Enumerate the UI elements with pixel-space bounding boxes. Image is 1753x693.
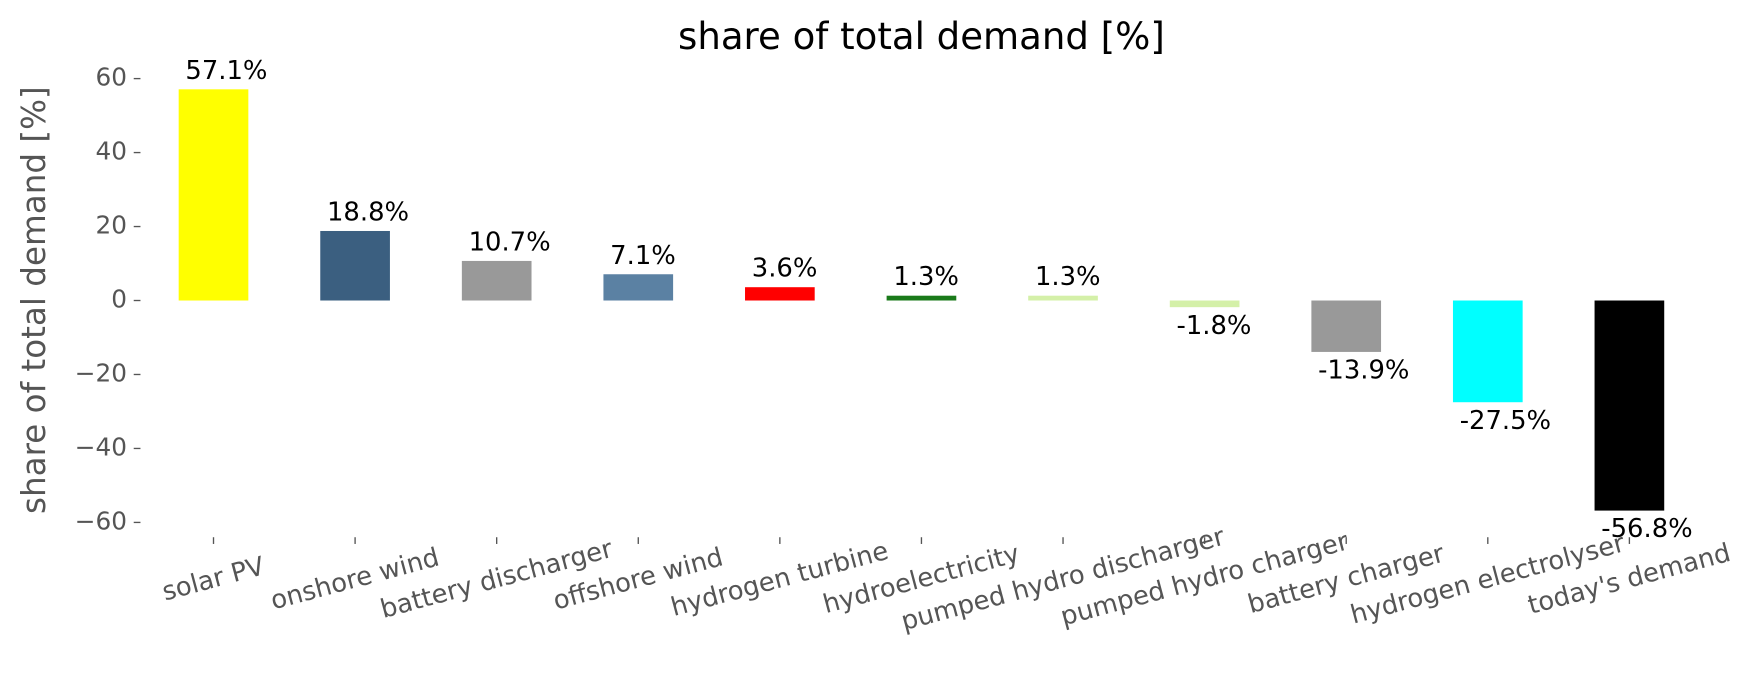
value-label: -1.8% <box>1177 311 1252 341</box>
value-label: -13.9% <box>1318 356 1409 386</box>
bar <box>1169 300 1240 308</box>
value-label: 18.8% <box>327 197 409 227</box>
bar <box>461 260 532 301</box>
bar <box>745 287 815 301</box>
bar <box>1452 300 1523 403</box>
value-label: -27.5% <box>1460 406 1551 436</box>
value-label: -56.8% <box>1601 514 1692 544</box>
bar <box>1594 300 1665 511</box>
y-tick-label: 0 <box>111 285 127 314</box>
x-tick-label: solar PV <box>159 551 268 607</box>
y-tick-label: 20 <box>96 211 127 240</box>
chart-title: share of total demand [%] <box>678 15 1165 58</box>
value-label: 1.3% <box>1035 262 1101 292</box>
y-tick-label: −60 <box>75 506 127 535</box>
y-tick-label: 40 <box>96 137 127 166</box>
y-tick-label: −20 <box>75 358 127 387</box>
bar <box>1311 300 1382 352</box>
value-label: 1.3% <box>893 262 959 292</box>
y-axis-label: share of total demand [%] <box>15 86 53 514</box>
value-label: 7.1% <box>610 241 676 271</box>
value-label: 57.1% <box>185 56 267 86</box>
bar <box>178 89 249 301</box>
y-tick-label: −40 <box>75 432 127 461</box>
bar <box>886 295 957 301</box>
bar <box>1028 295 1098 301</box>
y-tick-label: 60 <box>96 63 127 92</box>
bar <box>603 274 674 301</box>
value-label: 10.7% <box>469 227 551 257</box>
value-label: 3.6% <box>752 254 818 284</box>
bar <box>320 230 390 301</box>
